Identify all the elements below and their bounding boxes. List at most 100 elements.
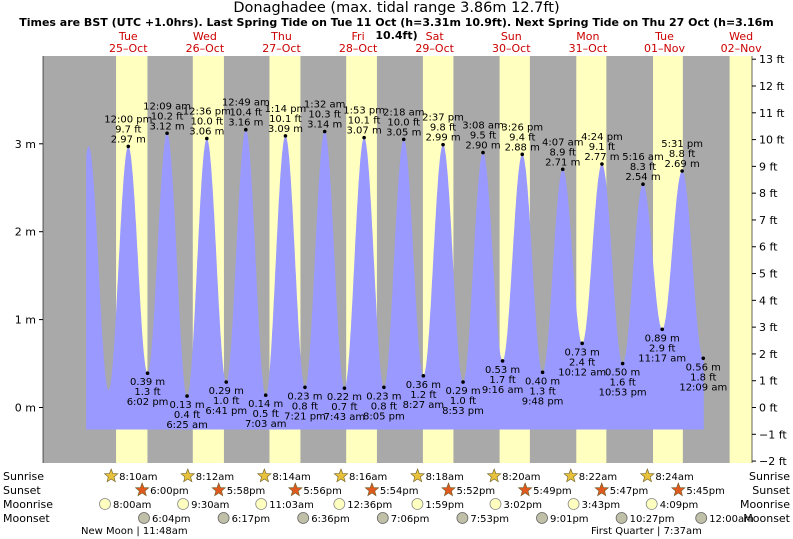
- y-right-tick-label: 6 ft: [759, 241, 778, 254]
- y-right-tick-label: −1 ft: [759, 428, 787, 441]
- tide-feet-label: 0.7 ft: [331, 402, 357, 413]
- tide-height-label: 2.88 m: [505, 142, 540, 153]
- y-right-tick-label: 8 ft: [759, 187, 778, 200]
- row-label-right-moonrise: Moonrise: [740, 498, 790, 511]
- y-right-tick-label: 7 ft: [759, 214, 778, 227]
- sunset-icon: [594, 482, 610, 497]
- tide-height-label: 2.71 m: [545, 157, 580, 168]
- sunrise-time: 8:16am: [349, 472, 387, 483]
- tide-time-label: 6:41 pm: [205, 406, 247, 417]
- tide-feet-label: 1.6 ft: [609, 378, 635, 389]
- tide-point: [461, 380, 465, 384]
- tide-feet-label: 0.5 ft: [253, 409, 279, 420]
- tide-feet-label: 2.9 ft: [649, 343, 675, 354]
- day-name-label: Thu: [270, 30, 292, 43]
- day-name-label: Sat: [426, 30, 445, 43]
- sunset-icon: [441, 482, 457, 497]
- tide-height-label: 0.53 m: [485, 365, 520, 376]
- tide-area: [86, 129, 704, 430]
- day-date-label: 30–Oct: [492, 42, 531, 55]
- tide-point: [342, 386, 347, 390]
- row-label-left-sunset: Sunset: [3, 484, 41, 497]
- tide-point: [283, 134, 288, 138]
- tide-feet-label: 9.5 ft: [470, 131, 496, 142]
- sunset-time: 5:54pm: [380, 486, 419, 497]
- daylight-band: [729, 56, 752, 463]
- tide-time-label: 3:08 am: [462, 121, 504, 132]
- tide-height-label: 0.39 m: [130, 377, 165, 388]
- tide-feet-label: 10.3 ft: [308, 109, 341, 120]
- tide-feet-label: 10.4 ft: [229, 108, 262, 119]
- sunset-icon: [364, 482, 380, 497]
- tide-feet-label: 8.8 ft: [669, 149, 695, 160]
- sunrise-time: 8:14am: [272, 472, 310, 483]
- moonrise-icon: [645, 498, 658, 510]
- moonrise-icon: [255, 498, 268, 510]
- moonset-time: 6:36pm: [311, 514, 350, 525]
- tide-time-label: 5:31 pm: [661, 139, 703, 150]
- moonset-icon: [138, 512, 150, 524]
- moonset-icon: [456, 512, 469, 524]
- tide-point: [126, 144, 131, 149]
- moonrise-time: 1:59pm: [425, 500, 464, 511]
- tide-feet-label: 1.0 ft: [450, 396, 476, 407]
- tide-point: [481, 150, 485, 155]
- tide-height-label: 0.56 m: [686, 362, 721, 373]
- day-date-label: 01–Nov: [644, 42, 685, 55]
- tide-height-label: 0.40 m: [525, 376, 560, 387]
- sunset-time: 5:56pm: [303, 486, 342, 497]
- moonset-time: 7:06pm: [391, 514, 430, 525]
- tide-time-label: 9:48 pm: [522, 396, 564, 407]
- tide-feet-label: 1.3 ft: [529, 386, 555, 397]
- tide-feet-label: 0.8 ft: [371, 401, 397, 412]
- y-right-tick-label: 13 ft: [759, 53, 785, 66]
- row-label-right-sunrise: Sunrise: [749, 470, 790, 483]
- tide-point: [224, 380, 229, 384]
- tide-height-label: 0.13 m: [169, 400, 204, 411]
- sunset-icon: [517, 482, 533, 497]
- sunrise-time: 8:22am: [579, 472, 617, 483]
- tide-time-label: 12:09 am: [679, 382, 727, 393]
- moonset-icon: [376, 512, 389, 524]
- tide-time-label: 4:24 pm: [581, 132, 623, 143]
- moonrise-time: 11:03am: [269, 500, 314, 511]
- tide-time-label: 4:07 am: [542, 137, 584, 148]
- tide-time-label: 12:09 am: [143, 101, 191, 112]
- tide-feet-label: 0.8 ft: [292, 401, 318, 412]
- y-right-tick-label: 10 ft: [759, 134, 785, 147]
- tide-height-label: 0.22 m: [327, 392, 362, 403]
- tide-height-label: 0.73 m: [565, 347, 600, 358]
- sunrise-icon: [639, 468, 655, 483]
- sunrise-time: 8:12am: [196, 472, 234, 483]
- tide-height-label: 0.29 m: [209, 386, 244, 397]
- sunrise-icon: [256, 468, 272, 483]
- tide-time-label: 2:18 am: [383, 107, 425, 118]
- day-name-label: Tue: [118, 30, 138, 43]
- day-name-label: Wed: [193, 30, 217, 43]
- tide-time-label: 7:21 pm: [284, 411, 326, 422]
- y-right-tick-label: 4 ft: [759, 294, 778, 307]
- tide-time-label: 8:05 pm: [363, 411, 405, 422]
- tide-height-label: 2.69 m: [665, 159, 700, 170]
- tide-feet-label: 9.8 ft: [430, 123, 456, 134]
- tide-height-label: 0.89 m: [645, 333, 680, 344]
- row-label-left-moonrise: Moonrise: [3, 498, 53, 511]
- moonrise-time: 3:02pm: [504, 500, 543, 511]
- tide-time-label: 6:02 pm: [127, 397, 169, 408]
- tide-point: [145, 371, 150, 376]
- sunrise-time: 8:20am: [502, 472, 540, 483]
- sunset-time: 5:49pm: [533, 486, 572, 497]
- sunrise-time: 8:18am: [426, 472, 464, 483]
- tide-time-label: 8:27 am: [403, 400, 445, 411]
- tide-feet-label: 2.4 ft: [569, 357, 595, 368]
- moonset-icon: [615, 512, 628, 524]
- tide-time-label: 10:12 am: [558, 367, 606, 378]
- tide-feet-label: 1.3 ft: [134, 387, 160, 398]
- tide-time-label: 8:53 pm: [442, 406, 484, 417]
- sunrise-icon: [333, 468, 349, 483]
- day-date-label: 27–Oct: [262, 42, 301, 55]
- sunset-time: 5:47pm: [610, 486, 649, 497]
- y-right-tick-label: 11 ft: [759, 107, 785, 120]
